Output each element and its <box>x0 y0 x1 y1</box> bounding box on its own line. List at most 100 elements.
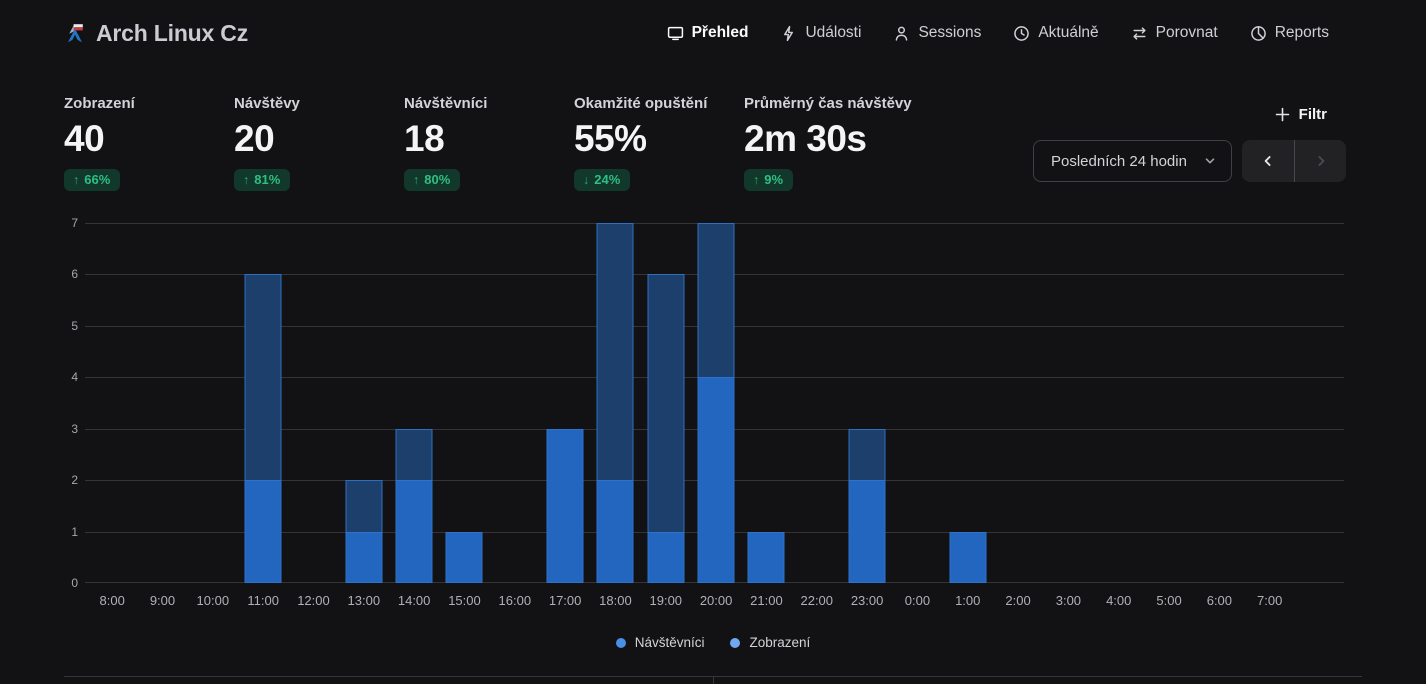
nav-tab-label: Porovnat <box>1155 24 1218 41</box>
metric-prumerny-cas: Průměrný čas návštěvy 2m 30s ↑ 9% <box>744 95 912 191</box>
nav-tab-sessions[interactable]: Sessions <box>893 24 981 42</box>
chart-bar-slot <box>1144 223 1194 583</box>
chevron-right-icon <box>1313 153 1329 169</box>
metric-change: 80% <box>424 172 451 187</box>
previous-period-button[interactable] <box>1242 140 1294 182</box>
chart-bar-slot <box>87 223 137 583</box>
metric-value: 2m 30s <box>744 118 867 159</box>
date-range-select[interactable]: Posledních 24 hodin <box>1033 140 1232 182</box>
chart-bars <box>87 223 1295 583</box>
bar-visitors <box>244 480 282 583</box>
bar-visitors <box>697 377 735 583</box>
chart-x-tick-label: 22:00 <box>800 593 834 608</box>
trend-up-icon: ↑ <box>243 172 250 187</box>
chart-bar-slot <box>741 223 791 583</box>
nav-tab-aktualne[interactable]: Aktuálně <box>1013 24 1099 42</box>
bar-visitors <box>546 428 584 583</box>
bar-visitors <box>647 531 685 583</box>
nav-tab-label: Události <box>805 24 862 41</box>
chart-bar-slot <box>993 223 1043 583</box>
nav-tab-reports[interactable]: Reports <box>1250 24 1329 42</box>
chart-plot <box>85 223 1344 583</box>
chart-x-tick-label: 4:00 <box>1106 593 1132 608</box>
monitor-icon <box>667 25 684 42</box>
chart-x-tick-label: 14:00 <box>397 593 431 608</box>
legend-item[interactable]: Zobrazení <box>730 635 810 650</box>
chart-bar-slot <box>389 223 439 583</box>
user-icon <box>893 25 910 42</box>
nav-tab-prehled[interactable]: Přehled <box>667 24 748 42</box>
site-title: Arch Linux Cz <box>96 19 249 46</box>
metrics-bar: Zobrazení 40 ↑ 66% Návštěvy 20 ↑ 81% Náv… <box>64 95 912 191</box>
site-brand[interactable]: Arch Linux Cz <box>64 20 248 47</box>
bar-visitors <box>345 531 383 583</box>
bar-visitors <box>395 480 433 583</box>
next-period-button[interactable] <box>1294 140 1346 182</box>
chart-bar-slot <box>540 223 590 583</box>
chart-x-tick-label: 6:00 <box>1206 593 1233 608</box>
legend-label: Zobrazení <box>749 635 811 650</box>
metric-label: Návštěvníci <box>404 95 488 112</box>
chart-x-tick-label: 2:00 <box>1005 593 1031 608</box>
bottom-panels-divider <box>64 676 1362 684</box>
chart-legend: Návštěvníci Zobrazení <box>0 635 1426 650</box>
chart-bar-slot <box>238 223 288 583</box>
plus-icon <box>1275 107 1290 122</box>
nav-tab-label: Aktuálně <box>1038 24 1099 41</box>
chart-y-tick-label: 0 <box>71 576 78 590</box>
chart-x-tick-label: 12:00 <box>297 593 330 608</box>
arch-linux-cz-logo-icon <box>64 22 86 44</box>
date-range-value: Posledních 24 hodin <box>1051 152 1187 170</box>
chart-x-tick-label: 19:00 <box>649 593 683 608</box>
lightning-icon <box>780 25 797 42</box>
nav-tab-udalosti[interactable]: Události <box>780 24 861 42</box>
metric-navstevy: Návštěvy 20 ↑ 81% <box>234 95 404 191</box>
chart-x-tick-label: 18:00 <box>599 593 632 608</box>
chart-x-tick-label: 20:00 <box>699 593 733 608</box>
metric-change: 24% <box>594 172 621 187</box>
metric-value: 20 <box>234 118 275 159</box>
chart-bar-slot <box>842 223 892 583</box>
filter-button[interactable]: Filtr <box>1275 106 1327 123</box>
chart-bar-slot <box>339 223 389 583</box>
chart-bar-slot <box>1194 223 1244 583</box>
chart-y-tick-label: 3 <box>71 421 78 436</box>
bar-visitors <box>747 531 785 583</box>
chart-x-tick-label: 16:00 <box>498 593 532 608</box>
traffic-bar-chart: 0 1 2 3 4 5 6 7 8:00 9:00 10:00 11:00 12:00 13:00 14:… <box>64 216 1362 623</box>
chart-bar-slot <box>1245 223 1295 583</box>
panel-vertical-divider <box>713 677 714 684</box>
pie-chart-icon <box>1250 25 1267 42</box>
chart-x-tick-label: 10:00 <box>196 593 230 608</box>
bar-visitors <box>445 531 483 583</box>
metric-okamzite-opusteni: Okamžité opuštění 55% ↓ 24% <box>574 95 744 191</box>
metric-change-badge: ↑ 66% <box>64 169 121 191</box>
legend-item[interactable]: Návštěvníci <box>615 635 704 650</box>
chart-x-tick-label: 11:00 <box>247 593 279 608</box>
chart-x-tick-label: 3:00 <box>1055 593 1082 608</box>
clock-icon <box>1013 25 1030 42</box>
chart-y-tick-label: 2 <box>71 473 78 488</box>
chart-x-tick-label: 5:00 <box>1156 593 1182 608</box>
nav-tab-porovnat[interactable]: Porovnat <box>1131 24 1218 42</box>
metric-value: 18 <box>404 118 445 159</box>
metric-label: Okamžité opuštění <box>574 95 708 112</box>
header: Arch Linux Cz Přehled Události Sessions … <box>64 0 1362 66</box>
chart-y-axis: 0 1 2 3 4 5 6 7 <box>64 216 78 590</box>
chart-bar-slot <box>641 223 691 583</box>
chart-bar-slot <box>1043 223 1093 583</box>
bar-visitors <box>949 531 987 583</box>
metric-navstevnici: Návštěvníci 18 ↑ 80% <box>404 95 574 191</box>
metric-value: 55% <box>574 118 647 159</box>
metric-zobrazeni: Zobrazení 40 ↑ 66% <box>64 95 234 191</box>
chart-x-tick-label: 1:00 <box>955 593 981 608</box>
chart-x-tick-label: 0:00 <box>904 593 931 608</box>
legend-dot-icon <box>615 637 626 648</box>
chart-x-tick-label: 17:00 <box>548 593 582 608</box>
chart-bar-slot <box>439 223 489 583</box>
chart-x-tick-label: 7:00 <box>1257 593 1283 608</box>
metric-label: Průměrný čas návštěvy <box>744 95 912 112</box>
chart-x-tick-label: 13:00 <box>347 593 381 608</box>
chart-x-tick-label: 15:00 <box>448 593 481 608</box>
metric-change: 9% <box>764 172 784 187</box>
